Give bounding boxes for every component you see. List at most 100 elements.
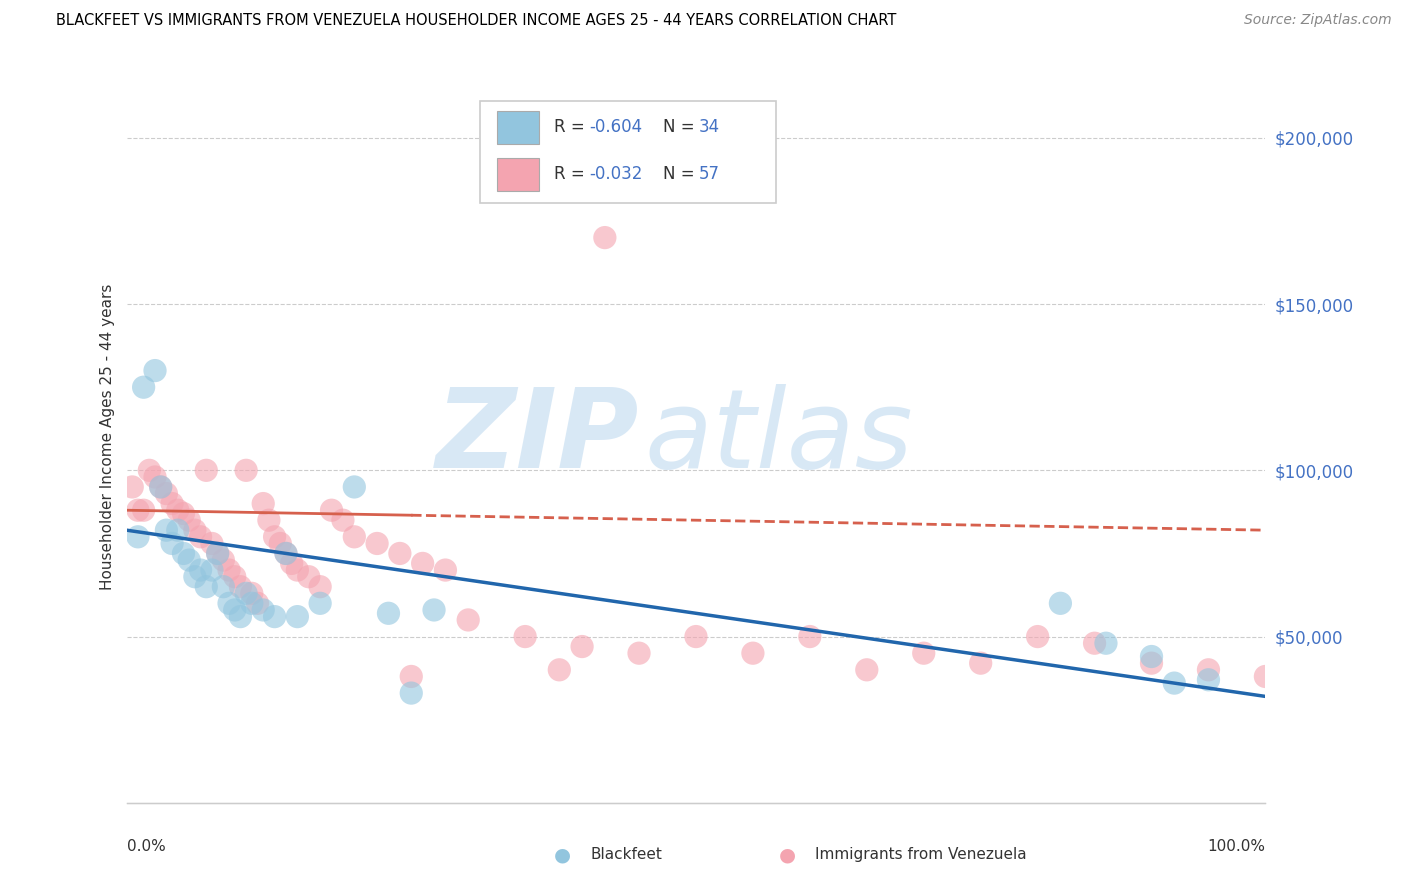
Point [224,603,246,617]
Text: ZIP: ZIP [436,384,640,491]
Point [212,580,235,594]
Text: -0.604: -0.604 [589,119,643,136]
Point [143,363,166,377]
Point [332,513,354,527]
Point [309,596,332,610]
Point [166,503,188,517]
Point [172,507,194,521]
Point [149,480,172,494]
Point [912,646,935,660]
Point [195,580,218,594]
Point [366,536,388,550]
Point [218,563,240,577]
Point [593,230,616,244]
Point [457,613,479,627]
Y-axis label: Householder Income Ages 25 - 44 years: Householder Income Ages 25 - 44 years [100,284,115,591]
Point [401,669,423,683]
Point [155,523,177,537]
Point [321,503,343,517]
Point [855,663,877,677]
Point [1049,596,1071,610]
Point [263,530,285,544]
Text: N =: N = [664,165,700,184]
Point [252,603,274,617]
Point [287,609,309,624]
Point [132,380,155,394]
Point [685,630,707,644]
Point [240,596,263,610]
Point [1140,656,1163,670]
Point [201,563,224,577]
Point [1026,630,1049,644]
Point [548,663,571,677]
Point [274,546,297,560]
Point [628,646,651,660]
Point [229,580,252,594]
FancyBboxPatch shape [498,111,538,144]
Point [143,470,166,484]
Point [212,553,235,567]
FancyBboxPatch shape [498,158,538,191]
Point [309,580,332,594]
Point [121,480,143,494]
Point [970,656,993,670]
Text: Immigrants from Venezuela: Immigrants from Venezuela [815,847,1028,862]
Point [235,463,257,477]
Point [235,586,257,600]
Point [1140,649,1163,664]
Point [742,646,765,660]
Point [412,557,434,571]
FancyBboxPatch shape [479,101,776,203]
Point [149,480,172,494]
Point [179,513,201,527]
Point [388,546,411,560]
Point [1163,676,1185,690]
Text: -0.032: -0.032 [589,165,643,184]
Point [377,607,399,621]
Point [1095,636,1118,650]
Point [298,570,321,584]
Point [224,570,246,584]
Point [1198,663,1220,677]
Point [434,563,457,577]
Point [515,630,537,644]
Point [184,570,207,584]
Point [218,596,240,610]
Point [138,463,160,477]
Point [229,609,252,624]
Point [269,536,291,550]
Text: 0.0%: 0.0% [127,839,166,855]
Point [132,503,155,517]
Point [257,513,280,527]
Text: N =: N = [664,119,700,136]
Text: Blackfeet: Blackfeet [591,847,662,862]
Point [172,546,194,560]
Point [190,530,212,544]
Text: atlas: atlas [645,384,914,491]
Point [179,553,201,567]
Point [423,603,446,617]
Text: R =: R = [554,119,589,136]
Point [190,563,212,577]
Point [343,530,366,544]
Point [1198,673,1220,687]
Text: 57: 57 [699,165,720,184]
Point [1254,669,1277,683]
Text: Source: ZipAtlas.com: Source: ZipAtlas.com [1244,13,1392,28]
Point [280,557,302,571]
Point [201,536,224,550]
Point [401,686,423,700]
Point [184,523,207,537]
Point [571,640,593,654]
Text: R =: R = [554,165,589,184]
Point [160,536,183,550]
Point [263,609,285,624]
Point [195,463,218,477]
Point [287,563,309,577]
Text: ●: ● [554,845,571,864]
Point [799,630,821,644]
Point [1084,636,1107,650]
Point [166,523,188,537]
Point [127,503,149,517]
Point [274,546,297,560]
